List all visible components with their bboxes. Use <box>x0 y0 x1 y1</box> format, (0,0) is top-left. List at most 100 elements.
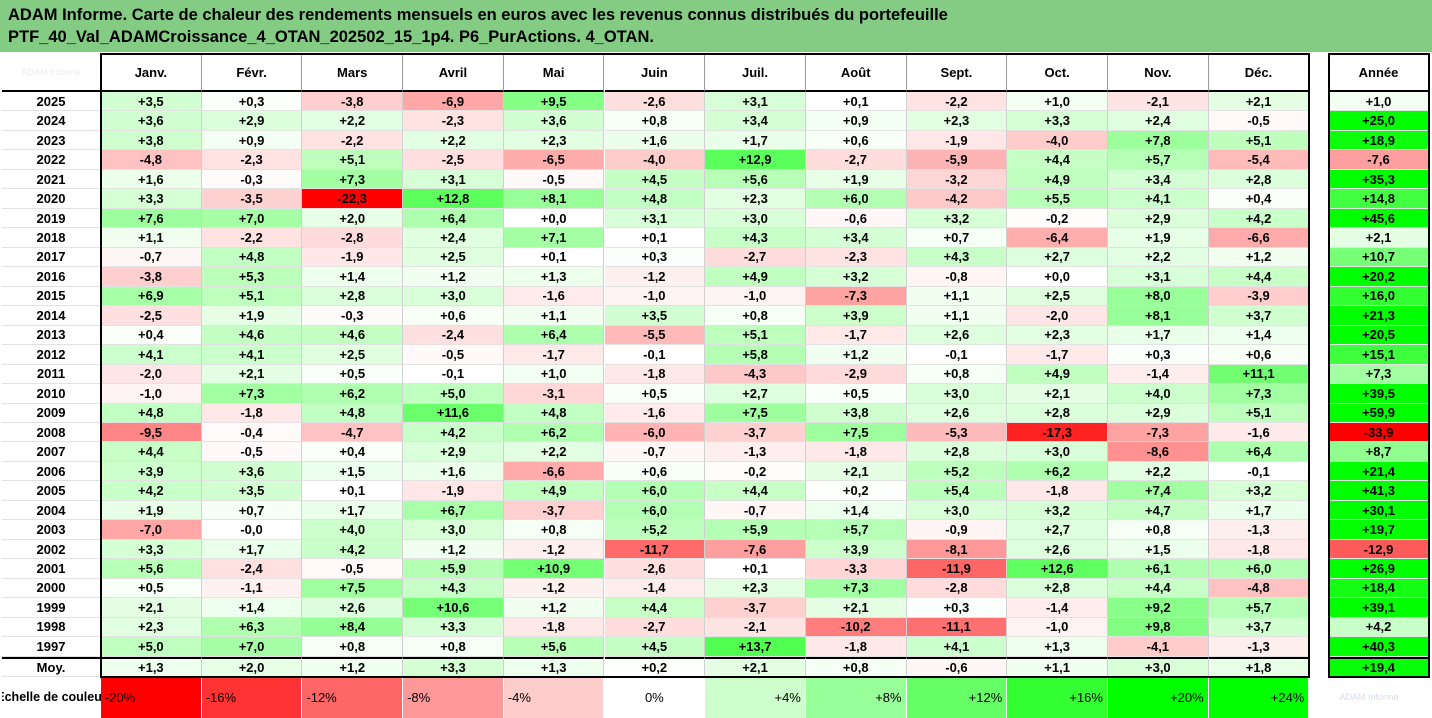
heat-cell: +0,8 <box>604 111 706 131</box>
annual-cell: +41,3 <box>1329 481 1429 501</box>
heat-cell: -8,1 <box>906 539 1008 560</box>
heat-cell: +3,5 <box>604 306 706 326</box>
heat-cell: +0,4 <box>302 442 404 462</box>
heat-cell: +5,9 <box>403 559 504 579</box>
heat-cell: -1,0 <box>604 286 706 307</box>
heat-cell: -1,4 <box>1108 364 1209 385</box>
annual-cell: +26,9 <box>1329 559 1429 579</box>
scale-swatch: -16% <box>201 676 303 718</box>
year-label: 2007 <box>2 442 101 462</box>
heat-cell: +1,1 <box>906 306 1008 326</box>
heat-cell: +2,1 <box>805 461 907 482</box>
heat-cell: +2,1 <box>805 598 907 618</box>
heat-cell: +2,1 <box>1208 92 1310 112</box>
month-header: Juin <box>604 54 706 92</box>
heat-cell: -1,7 <box>805 325 907 346</box>
heat-cell: +6,4 <box>503 325 605 346</box>
annual-cell: -33,9 <box>1329 422 1429 443</box>
heat-cell: +0,5 <box>805 384 907 404</box>
scale-swatch: +20% <box>1108 676 1209 718</box>
heat-cell: -1,9 <box>906 130 1008 151</box>
heat-cell: +3,3 <box>101 189 202 209</box>
heat-cell: -1,8 <box>201 403 303 423</box>
heat-cell: +3,3 <box>1007 111 1108 131</box>
heat-cell: -2,8 <box>302 228 404 248</box>
year-label: 2014 <box>2 306 101 326</box>
heat-cell: -5,3 <box>906 422 1008 443</box>
heat-cell: +5,7 <box>805 520 907 540</box>
heat-cell: +3,0 <box>906 500 1008 521</box>
heat-cell: +7,5 <box>705 403 806 423</box>
annual-cell: +39,1 <box>1329 598 1429 618</box>
heat-cell: -7,0 <box>101 520 202 540</box>
heat-cell: +0,1 <box>805 92 907 112</box>
heat-cell: +2,3 <box>906 111 1008 131</box>
heat-cell: -3,1 <box>503 384 605 404</box>
heat-cell: +1,7 <box>1108 325 1209 346</box>
heat-cell: +4,8 <box>101 403 202 423</box>
heat-cell: -0,2 <box>1007 208 1108 229</box>
heat-cell: -3,7 <box>705 422 806 443</box>
heat-cell: -2,5 <box>101 306 202 326</box>
heat-cell: +3,4 <box>705 111 806 131</box>
heat-cell: +3,2 <box>1208 481 1310 501</box>
scale-swatch: +4% <box>705 676 806 718</box>
heat-cell: -1,3 <box>1208 520 1310 540</box>
heat-cell: +0,8 <box>705 306 806 326</box>
annual-cell: +2,1 <box>1329 228 1429 248</box>
heat-cell: +5,1 <box>302 150 404 170</box>
year-label: 2019 <box>2 208 101 229</box>
heat-cell: -1,4 <box>604 578 706 599</box>
heat-cell: -2,3 <box>805 247 907 268</box>
heat-cell: +3,9 <box>805 306 907 326</box>
heat-cell: +2,4 <box>403 228 504 248</box>
heat-cell: +3,0 <box>403 286 504 307</box>
heat-cell: -2,4 <box>403 325 504 346</box>
heat-cell: -3,3 <box>805 559 907 579</box>
heat-cell: -4,0 <box>1007 130 1108 151</box>
heat-cell: +8,4 <box>302 617 404 638</box>
year-label: 2024 <box>2 111 101 131</box>
heat-cell: +3,0 <box>906 384 1008 404</box>
heat-cell: +0,6 <box>1208 345 1310 365</box>
heat-cell: +5,7 <box>1208 598 1310 618</box>
heat-cell: -3,8 <box>302 92 404 112</box>
heat-cell: -2,6 <box>604 92 706 112</box>
heat-cell: -1,8 <box>503 617 605 638</box>
title-line-2: PTF_40_Val_ADAMCroissance_4_OTAN_202502_… <box>8 28 654 46</box>
heat-cell: +0,5 <box>302 364 404 385</box>
heat-cell: +1,3 <box>503 267 605 287</box>
heat-cell: +2,6 <box>1007 539 1108 560</box>
heat-cell: -1,3 <box>705 442 806 462</box>
heat-cell: +4,2 <box>302 539 404 560</box>
heat-cell: +3,9 <box>101 461 202 482</box>
heat-cell: -3,5 <box>201 189 303 209</box>
heat-cell: +0,1 <box>604 228 706 248</box>
year-label: 2013 <box>2 325 101 346</box>
heat-cell: +0,8 <box>403 637 504 657</box>
annual-cell: +10,7 <box>1329 247 1429 268</box>
month-header: Déc. <box>1208 54 1310 92</box>
annual-cell: +14,8 <box>1329 189 1429 209</box>
heat-cell: -9,5 <box>101 422 202 443</box>
heat-cell: -6,4 <box>1007 228 1108 248</box>
heat-cell: +5,6 <box>101 559 202 579</box>
heat-cell: +7,4 <box>1108 481 1209 501</box>
heat-cell: +5,2 <box>906 461 1008 482</box>
month-header: Août <box>805 54 907 92</box>
heat-cell: -0,3 <box>302 306 404 326</box>
heat-cell: +6,1 <box>1108 559 1209 579</box>
heat-cell: +7,0 <box>201 637 303 657</box>
heat-cell: -6,9 <box>403 92 504 112</box>
heat-cell: +2,2 <box>1108 461 1209 482</box>
heat-cell: +9,2 <box>1108 598 1209 618</box>
average-cell: +1,2 <box>302 656 404 677</box>
heat-cell: +3,9 <box>805 539 907 560</box>
annual-cell: +18,9 <box>1329 130 1429 151</box>
heat-cell: +6,0 <box>604 500 706 521</box>
heat-cell: +1,9 <box>1108 228 1209 248</box>
heat-cell: +3,3 <box>101 539 202 560</box>
annual-cell: +40,3 <box>1329 637 1429 657</box>
